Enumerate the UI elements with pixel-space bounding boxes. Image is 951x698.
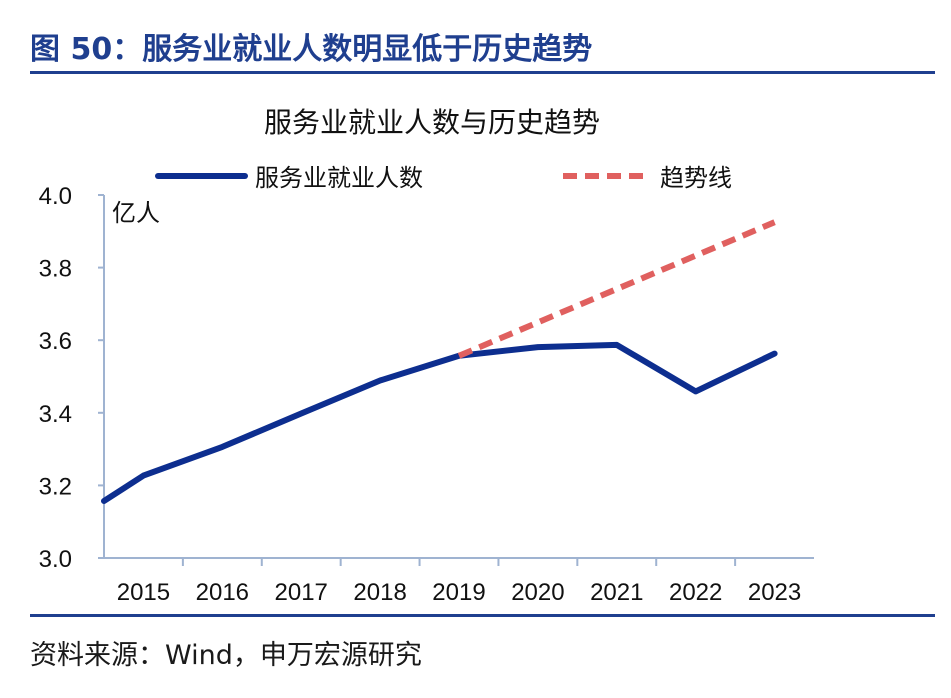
y-tick-label: 3.4: [39, 401, 72, 428]
top-divider: [30, 71, 935, 74]
line-chart: 服务业就业人数与历史趋势 服务业就业人数 趋势线 亿人 3.0 3.2 3.4 3.6…: [39, 106, 814, 606]
x-axis-ticks: 2015 2016 2017 2018 2019 2020 2021 2022 2023: [117, 558, 801, 606]
series-line-employment: [101, 341, 778, 504]
x-tick-label: 2016: [196, 579, 249, 606]
legend-label-employment: 服务业就业人数: [255, 164, 423, 192]
chart-title: 服务业就业人数与历史趋势: [264, 106, 600, 139]
legend-label-trend: 趋势线: [660, 164, 732, 192]
x-tick-label: 2017: [275, 579, 328, 606]
y-axis-ticks: 3.0 3.2 3.4 3.6 3.8 4.0: [39, 183, 104, 573]
figure-title: 图 50：服务业就业人数明显低于历史趋势: [30, 32, 593, 67]
y-tick-label: 3.6: [39, 328, 72, 355]
y-tick-label: 3.8: [39, 256, 72, 283]
x-tick-label: 2022: [669, 579, 722, 606]
x-tick-label: 2023: [748, 579, 801, 606]
source-note: 资料来源：Wind，申万宏源研究: [30, 640, 422, 671]
bottom-divider: [30, 614, 935, 617]
x-tick-label: 2020: [511, 579, 564, 606]
y-tick-label: 3.0: [39, 546, 72, 573]
x-tick-label: 2015: [117, 579, 170, 606]
y-tick-label: 3.2: [39, 473, 72, 500]
x-tick-label: 2021: [590, 579, 643, 606]
y-axis-unit: 亿人: [112, 199, 160, 227]
y-tick-label: 4.0: [39, 183, 72, 210]
series-layer: [101, 219, 778, 504]
x-tick-label: 2018: [353, 579, 406, 606]
x-tick-label: 2019: [432, 579, 485, 606]
series-line-trend: [457, 219, 776, 359]
legend: 服务业就业人数 趋势线: [155, 164, 732, 192]
